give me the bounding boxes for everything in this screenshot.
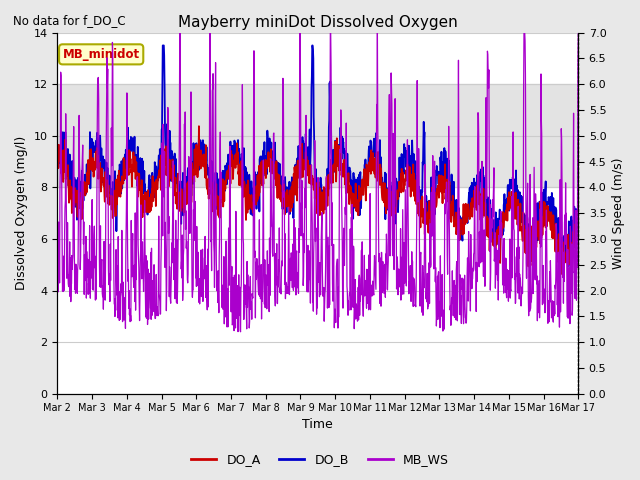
Title: Mayberry miniDot Dissolved Oxygen: Mayberry miniDot Dissolved Oxygen (178, 15, 458, 30)
Y-axis label: Wind Speed (m/s): Wind Speed (m/s) (612, 157, 625, 269)
Y-axis label: Dissolved Oxygen (mg/l): Dissolved Oxygen (mg/l) (15, 136, 28, 290)
Text: MB_minidot: MB_minidot (63, 48, 140, 61)
Legend: DO_A, DO_B, MB_WS: DO_A, DO_B, MB_WS (186, 448, 454, 471)
Text: No data for f_DO_C: No data for f_DO_C (13, 14, 125, 27)
Bar (58, 84, 579, 187)
X-axis label: Time: Time (303, 419, 333, 432)
